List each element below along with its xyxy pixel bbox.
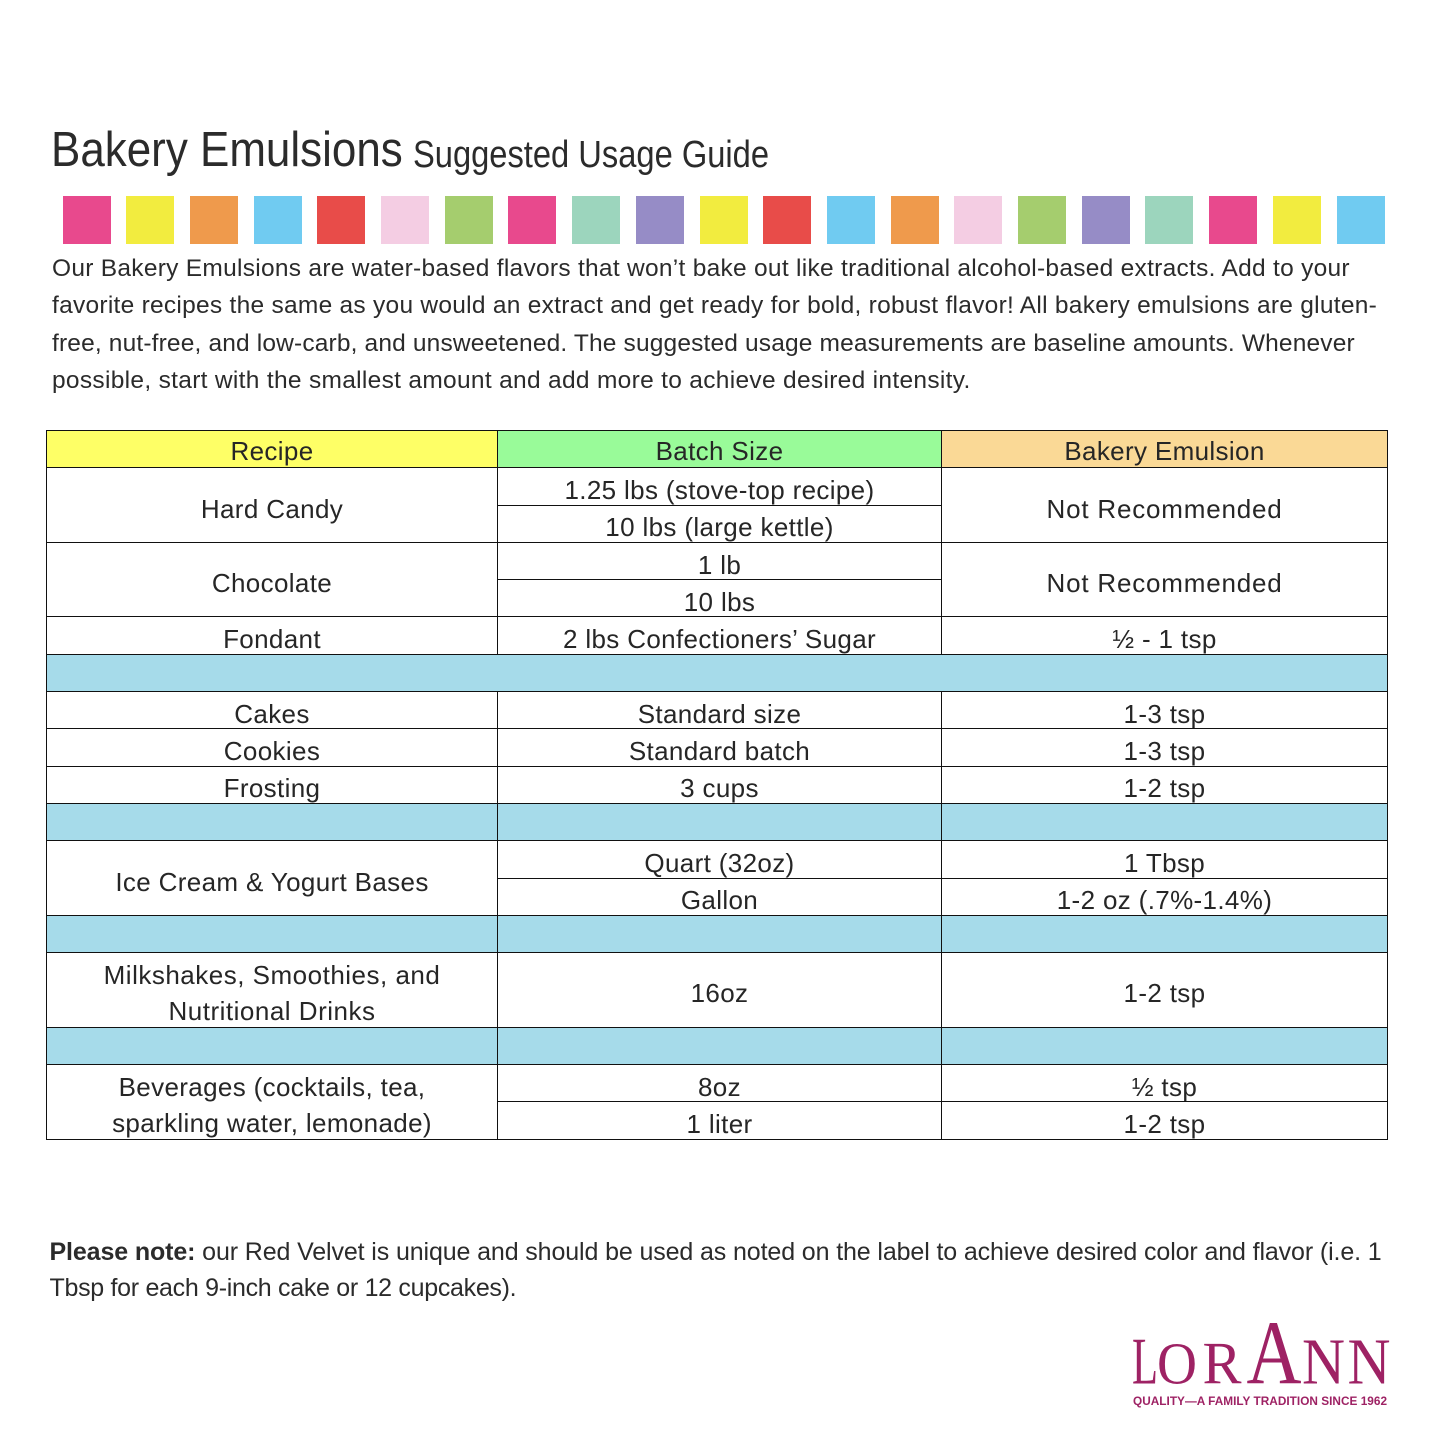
svg-text:R: R [1203, 1331, 1243, 1398]
svg-text:O: O [1157, 1331, 1197, 1397]
svg-text:L: L [1132, 1326, 1158, 1399]
svg-text:N: N [1348, 1326, 1391, 1399]
svg-text:QUALITY—A FAMILY TRADITION SIN: QUALITY—A FAMILY TRADITION SINCE 1962 [1133, 1394, 1387, 1408]
svg-text:A: A [1247, 1303, 1302, 1404]
svg-text:N: N [1302, 1326, 1345, 1399]
